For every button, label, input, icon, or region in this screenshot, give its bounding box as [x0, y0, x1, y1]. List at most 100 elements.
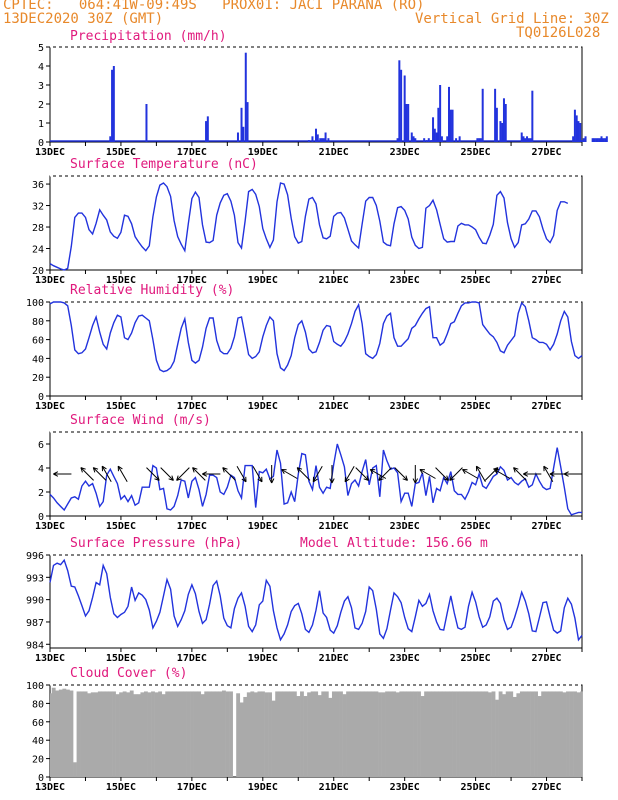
- cloud-bar: [112, 691, 116, 777]
- cloud-bar: [495, 699, 499, 777]
- cloud-bar: [331, 691, 336, 777]
- precip-bar: [448, 86, 450, 142]
- temp-title: Surface Temperature (nC): [70, 157, 258, 172]
- wind-arrow-head: [171, 475, 174, 481]
- precip-bar: [398, 60, 401, 142]
- wind-arrow-head: [157, 475, 160, 481]
- precip-bar: [478, 138, 481, 142]
- rh-date-label: 21DEC: [319, 401, 349, 412]
- cloud-bar: [278, 691, 283, 777]
- wind-arrow: [176, 467, 190, 481]
- precip-bar: [526, 136, 529, 142]
- precip-bar: [579, 123, 582, 142]
- rh-series-line: [49, 301, 583, 373]
- precip-bar: [604, 138, 607, 142]
- cloud-date-label: 19DEC: [248, 782, 278, 793]
- wind-arrow-head: [313, 478, 318, 483]
- cloud-bar: [409, 691, 414, 777]
- cloud-bar: [399, 691, 404, 777]
- cloud-bar: [562, 692, 567, 777]
- wind-arrow-head: [523, 471, 529, 475]
- wind-arrow-head: [513, 467, 516, 473]
- precip-bar: [437, 107, 440, 142]
- cloud-bar: [179, 691, 184, 777]
- precip-bar: [501, 123, 504, 142]
- cloud-bar: [183, 691, 187, 777]
- precip-bar: [502, 98, 505, 142]
- cloud-bar: [576, 692, 581, 777]
- cloud-bar: [385, 691, 390, 777]
- wind-arrow: [236, 465, 247, 483]
- wind-arrow-head: [192, 467, 198, 470]
- cloud-bar: [484, 691, 489, 777]
- cloud-bar: [381, 692, 386, 777]
- rh-ytick-label: 80: [32, 317, 44, 328]
- precip-bar: [495, 107, 498, 142]
- temp-plot-frame: [49, 175, 583, 271]
- cloud-bar: [200, 694, 205, 777]
- precip-bar: [311, 136, 314, 142]
- precip-bar: [605, 136, 608, 142]
- wind-arrow-head: [378, 475, 381, 481]
- wind-arrow-head: [222, 467, 225, 473]
- cloud-bar: [346, 691, 350, 777]
- cloud-bar: [243, 696, 248, 777]
- wind-arrow-head: [543, 465, 549, 470]
- rh-plot-frame: [49, 301, 583, 397]
- wind-arrow-head: [513, 467, 519, 470]
- pres-plot-frame: [49, 554, 583, 649]
- header-line-3-right: TQ0126L028: [516, 25, 601, 41]
- cloud-bar: [250, 691, 255, 777]
- rh-date-label: 27DEC: [531, 401, 561, 412]
- cloud-bar: [370, 691, 375, 777]
- cloud-date-label: 21DEC: [319, 782, 349, 793]
- rh-date-label: 13DEC: [35, 401, 65, 412]
- wind-arrow-head: [493, 469, 498, 474]
- cloud-bar: [282, 691, 287, 777]
- cloud-bar: [207, 691, 212, 777]
- cloud-bar: [214, 691, 219, 777]
- wind-date-label: 15DEC: [106, 521, 136, 532]
- wind-date-label: 23DEC: [390, 521, 420, 532]
- cloud-bar: [129, 690, 134, 777]
- precip-bar: [410, 132, 413, 142]
- cloud-bar: [473, 691, 478, 777]
- cloud-bar: [69, 690, 74, 777]
- precip-bar: [531, 90, 534, 142]
- cloud-date-label: 13DEC: [35, 782, 65, 793]
- precip-bar: [593, 138, 596, 142]
- temp-date-label: 23DEC: [390, 275, 420, 286]
- wind-arrow-head: [363, 478, 369, 481]
- cloud-bar: [392, 691, 397, 777]
- cloud-bar: [108, 691, 113, 777]
- wind-arrow: [378, 467, 392, 481]
- wind-arrow: [146, 467, 160, 481]
- wind-arrow-head: [449, 478, 455, 481]
- precip-bar: [573, 109, 576, 142]
- cloud-bar: [477, 691, 482, 777]
- precip-bar: [479, 138, 482, 142]
- cloud-ytick-label: 60: [32, 718, 44, 729]
- cloud-bar: [253, 692, 258, 777]
- precip-bar: [598, 138, 601, 142]
- temp-ytick-label: 32: [32, 202, 44, 213]
- pres-date-label: 19DEC: [248, 653, 278, 664]
- cloud-date-label: 17DEC: [177, 782, 207, 793]
- cloud-bar: [502, 694, 507, 777]
- cloud-bar: [147, 692, 152, 777]
- precip-bar: [315, 128, 317, 142]
- wind-arrow-head: [369, 469, 374, 474]
- precip-bar: [324, 132, 327, 142]
- cloud-title: Cloud Cover (%): [70, 666, 187, 681]
- wind-arrow: [281, 469, 298, 479]
- precip-date-label: 25DEC: [461, 147, 491, 158]
- precip-bar: [396, 138, 399, 142]
- cloud-bar: [65, 689, 70, 777]
- cloud-bar: [83, 691, 88, 777]
- cloud-bar: [324, 691, 329, 777]
- wind-arrow: [296, 467, 311, 481]
- precip-bar: [240, 107, 243, 142]
- temp-ytick-label: 36: [32, 180, 44, 191]
- cloud-bar: [303, 696, 308, 777]
- precip-bar: [446, 136, 449, 142]
